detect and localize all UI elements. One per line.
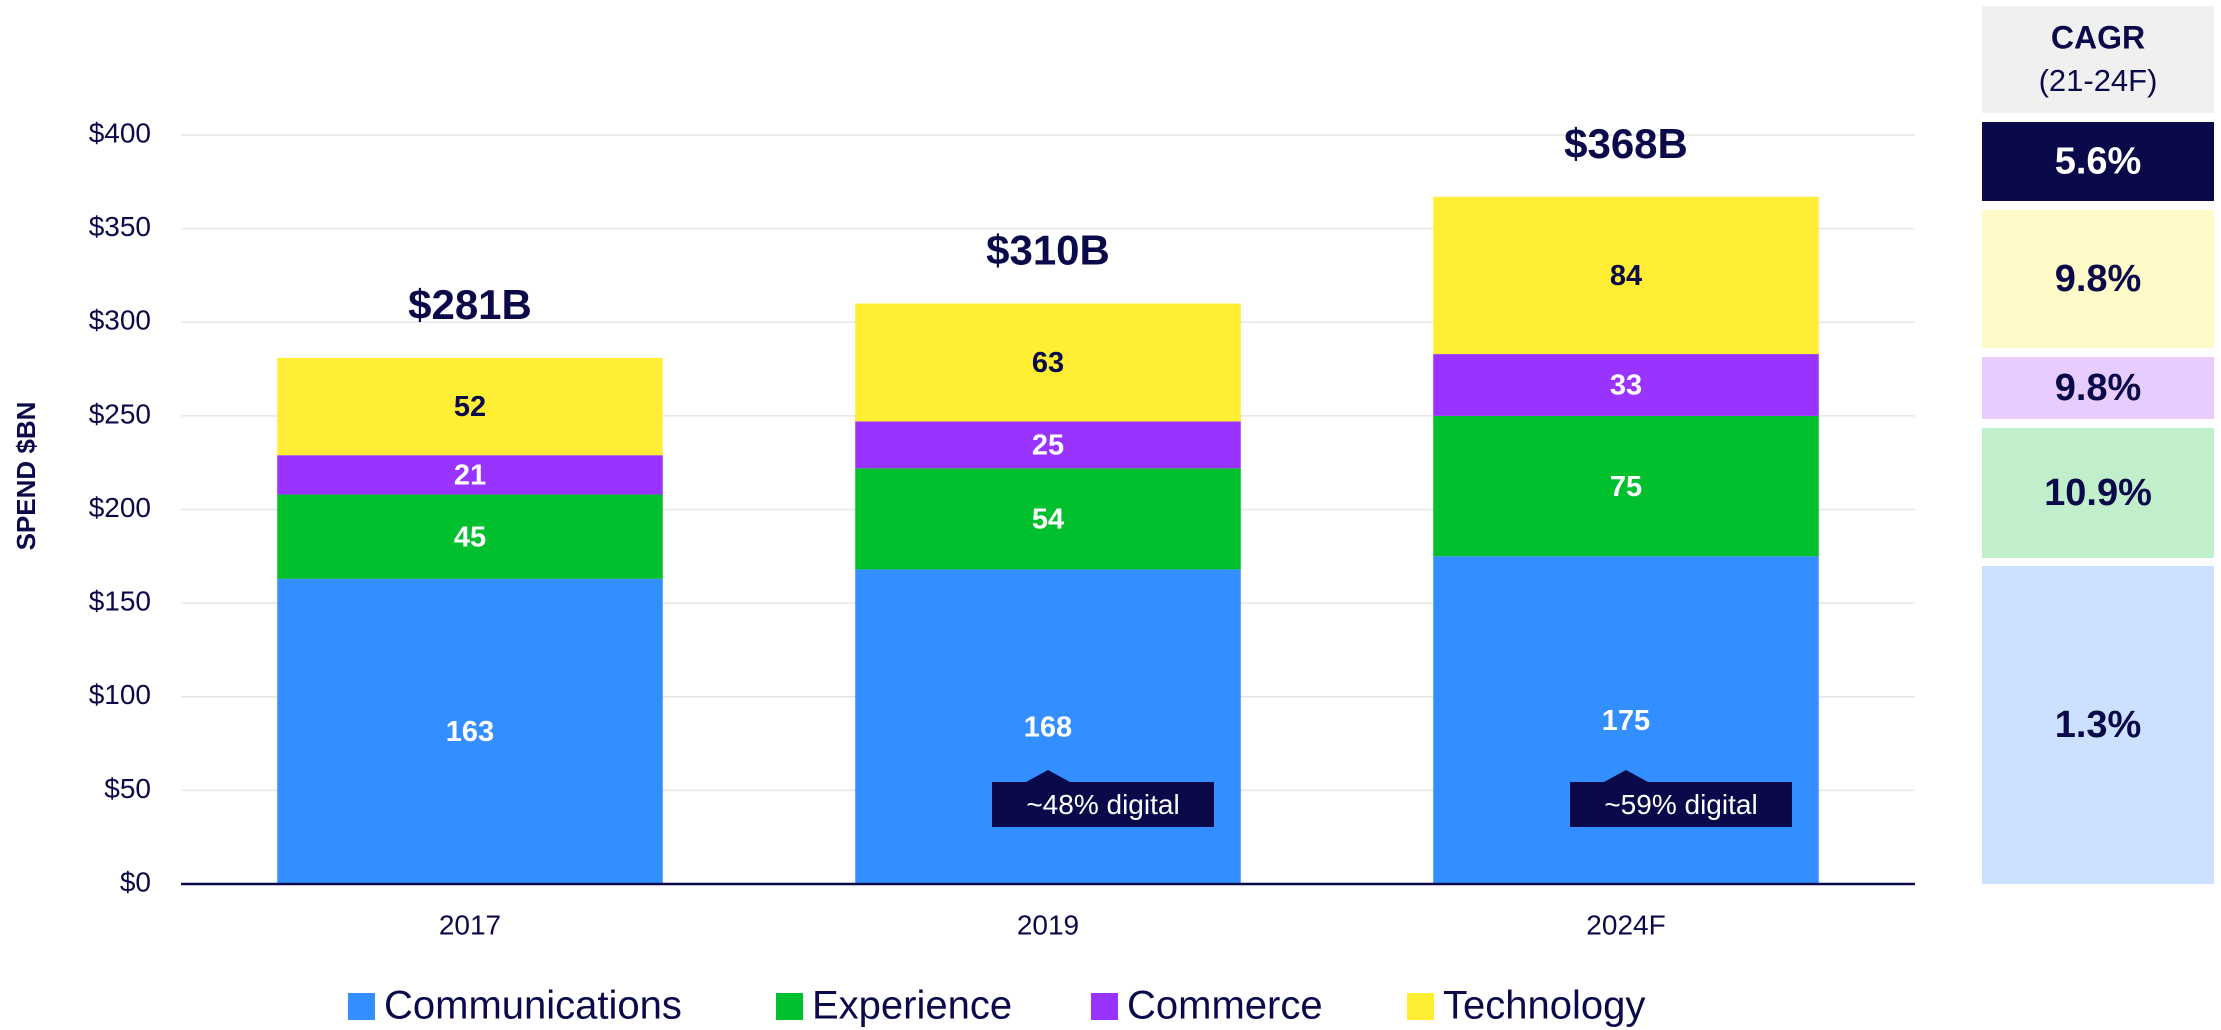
bar-segment xyxy=(277,578,663,884)
legend-swatch xyxy=(348,993,375,1020)
cagr-header xyxy=(1982,6,2214,113)
cagr-value: 5.6% xyxy=(2055,141,2142,183)
segment-label: 45 xyxy=(454,521,486,553)
bar-segment xyxy=(855,468,1241,570)
y-tick-label: $100 xyxy=(89,679,151,710)
segment-label: 25 xyxy=(1032,430,1064,462)
legend-label: Technology xyxy=(1443,984,1645,1028)
segment-label: 52 xyxy=(454,391,486,423)
bar-segment xyxy=(1433,556,1819,884)
y-tick-label: $50 xyxy=(104,773,151,804)
y-tick-label: $250 xyxy=(89,398,151,429)
segment-label: 163 xyxy=(446,716,494,748)
cagr-value: 10.9% xyxy=(2044,472,2152,514)
y-tick-label: $0 xyxy=(120,866,151,897)
y-axis-label: SPEND $BN xyxy=(11,402,41,551)
total-label: $368B xyxy=(1564,120,1688,167)
legend-label: Commerce xyxy=(1127,984,1323,1028)
x-tick-label: 2019 xyxy=(1017,909,1079,940)
legend-swatch xyxy=(1091,993,1118,1020)
annotation-box xyxy=(992,770,1214,827)
cagr-value: 1.3% xyxy=(2055,704,2142,746)
segment-label: 75 xyxy=(1610,471,1642,503)
cagr-cell xyxy=(1982,122,2214,201)
cagr-title: CAGR xyxy=(2051,19,2145,55)
legend-label: Communications xyxy=(384,984,682,1028)
segment-label: 33 xyxy=(1610,370,1642,402)
legend-swatch xyxy=(776,993,803,1020)
bar-segment xyxy=(1433,354,1819,416)
y-tick-label: $150 xyxy=(89,586,151,617)
y-tick-label: $400 xyxy=(89,117,151,148)
bar-segment xyxy=(277,455,663,495)
annotation-box xyxy=(1570,770,1792,827)
segment-label: 175 xyxy=(1602,705,1650,737)
cagr-value: 9.8% xyxy=(2055,367,2142,409)
segment-label: 63 xyxy=(1032,347,1064,379)
cagr-cell xyxy=(1982,357,2214,419)
bar-segment xyxy=(277,357,663,456)
bar-segment xyxy=(1433,415,1819,557)
x-tick-label: 2017 xyxy=(439,909,501,940)
segment-label: 54 xyxy=(1032,504,1064,536)
x-tick-label: 2024F xyxy=(1586,909,1665,940)
y-tick-label: $350 xyxy=(89,211,151,242)
cagr-cell xyxy=(1982,210,2214,348)
total-label: $281B xyxy=(408,281,532,328)
bar-segment xyxy=(277,494,663,579)
bar-segment xyxy=(855,421,1241,469)
segment-label: 84 xyxy=(1610,260,1642,292)
y-tick-label: $200 xyxy=(89,492,151,523)
segment-label: 168 xyxy=(1024,711,1072,743)
bar-segment xyxy=(855,303,1241,422)
cagr-cell xyxy=(1982,566,2214,884)
annotation: ~48% digital xyxy=(1026,789,1179,820)
cagr-cell xyxy=(1982,428,2214,558)
bar-segment xyxy=(855,569,1241,884)
bar-segment xyxy=(1433,196,1819,355)
legend-swatch xyxy=(1407,993,1434,1020)
annotation: ~59% digital xyxy=(1604,789,1757,820)
cagr-value: 9.8% xyxy=(2055,258,2142,300)
y-tick-label: $300 xyxy=(89,305,151,336)
total-label: $310B xyxy=(986,227,1110,274)
segment-label: 21 xyxy=(454,460,486,492)
legend-label: Experience xyxy=(812,984,1012,1028)
cagr-subtitle: (21-24F) xyxy=(2039,63,2158,98)
